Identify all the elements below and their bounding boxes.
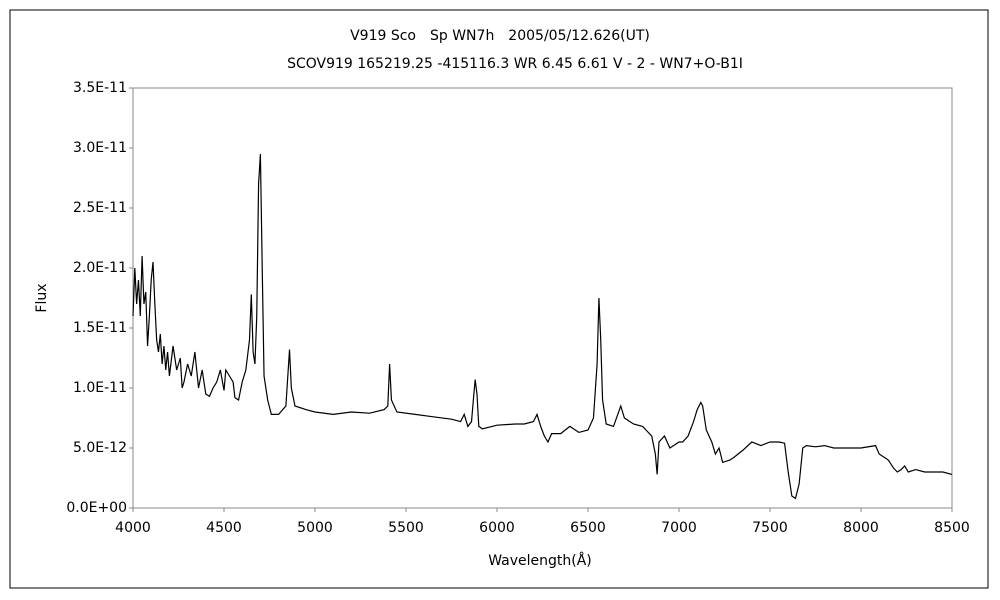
x-axis-label: Wavelength(Å)	[488, 552, 592, 569]
chart-border	[9, 9, 989, 589]
x-tick-label: 5500	[388, 520, 424, 536]
y-tick-label: 3.5E-11	[73, 80, 127, 96]
x-tick-label: 6500	[570, 520, 606, 536]
y-tick-label: 2.0E-11	[73, 260, 127, 276]
x-tick-label: 7500	[752, 520, 788, 536]
x-tick-label: 5000	[297, 520, 333, 536]
x-tick-label: 8500	[934, 520, 970, 536]
y-tick-label: 1.0E-11	[73, 380, 127, 396]
y-tick-label: 1.5E-11	[73, 320, 127, 336]
y-tick-label: 3.0E-11	[73, 140, 127, 156]
chart-title: V919 Sco Sp WN7h 2005/05/12.626(UT)	[350, 28, 650, 44]
y-tick-label: 2.5E-11	[73, 200, 127, 216]
spectrum-line	[132, 153, 953, 500]
y-tick-label: 5.0E-12	[73, 440, 127, 456]
x-tick-label: 4000	[115, 520, 151, 536]
x-tick-label: 7000	[661, 520, 697, 536]
x-tick-label: 6000	[479, 520, 515, 536]
x-tick-label: 8000	[843, 520, 879, 536]
y-tick-label: 0.0E+00	[66, 500, 127, 516]
y-axis-label: Flux	[34, 283, 50, 312]
chart-subtitle: SCOV919 165219.25 -415116.3 WR 6.45 6.61…	[287, 56, 743, 72]
plot-area	[132, 87, 953, 509]
x-tick-label: 4500	[206, 520, 242, 536]
